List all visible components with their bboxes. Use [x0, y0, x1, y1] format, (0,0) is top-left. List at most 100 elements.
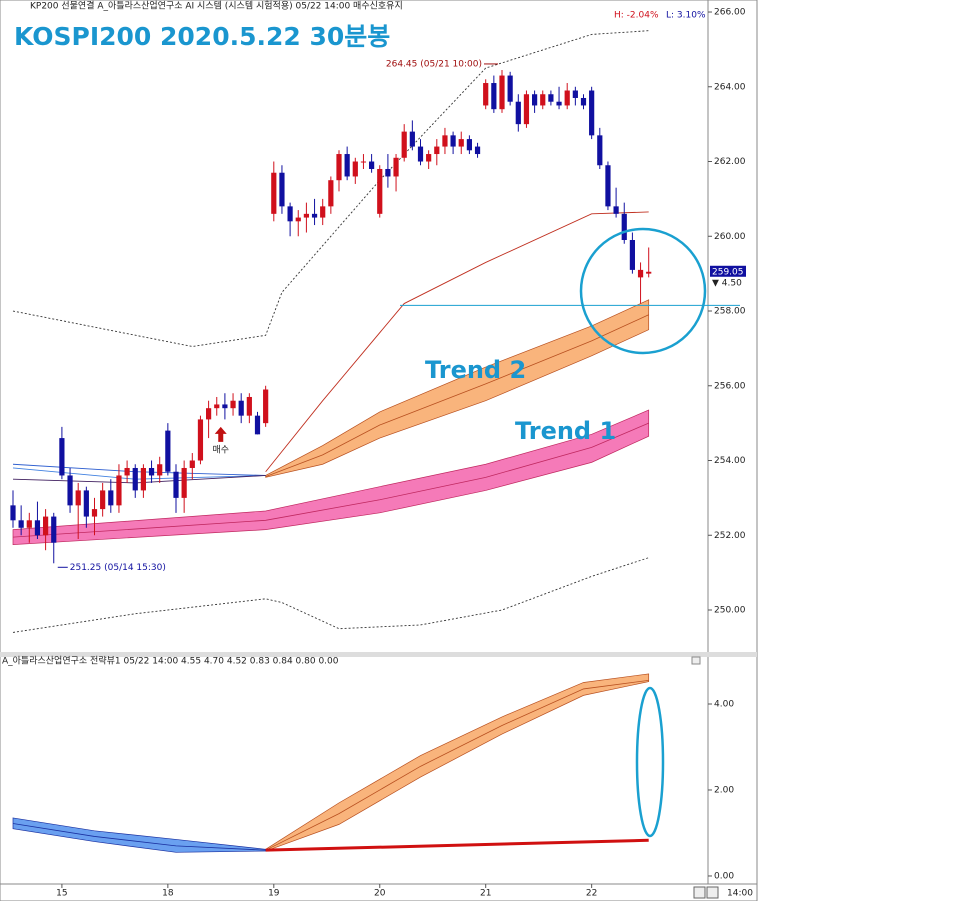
- candle-body: [238, 400, 244, 416]
- band-middle: [12, 422, 649, 538]
- candle-body: [629, 240, 635, 270]
- settings-button[interactable]: [706, 886, 719, 899]
- candle-body: [523, 94, 530, 125]
- candle-body: [311, 213, 318, 218]
- low-pct: L: 3.10%: [666, 11, 706, 21]
- candle-body: [507, 75, 513, 102]
- candle-body: [336, 154, 342, 181]
- y-tick-label: 260.00: [714, 232, 746, 242]
- candle-body: [254, 415, 261, 435]
- candle-body: [279, 172, 285, 207]
- y-tick-label: 258.00: [714, 307, 746, 317]
- candle-body: [10, 505, 16, 521]
- candle-body: [434, 146, 440, 155]
- y-tick-label: 2.00: [714, 785, 734, 795]
- candle-body: [621, 213, 627, 241]
- candle-body: [344, 154, 350, 177]
- line: [265, 838, 649, 852]
- candle-body: [532, 94, 538, 106]
- candle-body: [474, 146, 481, 155]
- candle-body: [43, 516, 49, 536]
- candle-body: [34, 520, 41, 536]
- y-tick-label: 256.00: [714, 381, 746, 391]
- x-tick-label: 20: [374, 889, 386, 899]
- candle-body: [548, 94, 554, 102]
- candle-body: [222, 404, 228, 409]
- highlight-ellipse: [635, 686, 665, 838]
- line: [265, 211, 649, 473]
- candle-body: [132, 467, 138, 491]
- candle-body: [369, 161, 375, 169]
- candle-body: [320, 206, 326, 218]
- candle-body: [426, 154, 432, 162]
- band-area: [12, 817, 266, 853]
- candle-body: [157, 464, 163, 476]
- candle-body: [417, 146, 424, 162]
- candle-body: [572, 90, 578, 98]
- candle-body: [605, 165, 611, 207]
- candle-body: [67, 475, 73, 506]
- candle-body: [385, 168, 391, 177]
- y-tick-label: 0.00: [714, 871, 734, 881]
- band-area: [12, 409, 650, 545]
- candle-body: [637, 269, 644, 278]
- candle-body: [214, 404, 220, 409]
- candle-body: [246, 396, 252, 416]
- price-change: ▼ 4.50: [712, 278, 742, 288]
- x-tick-label: 15: [56, 889, 67, 899]
- panel-button[interactable]: [691, 656, 701, 665]
- highlight-circle: [579, 227, 707, 355]
- y-tick-label: 250.00: [714, 606, 746, 616]
- candle-body: [165, 430, 171, 472]
- y-tick-label: 262.00: [714, 157, 746, 167]
- trend-label: Trend 2: [425, 356, 526, 384]
- zoom-button[interactable]: [693, 886, 706, 899]
- candle-body: [377, 168, 383, 214]
- candle-body: [458, 139, 464, 147]
- x-tick-label: 22: [586, 889, 597, 899]
- high-pct: H: -2.04%: [614, 11, 659, 21]
- candle-body: [26, 520, 32, 528]
- time-label: 14:00: [727, 889, 753, 899]
- candle-body: [589, 90, 595, 136]
- candle-body: [564, 90, 570, 106]
- candle-body: [263, 389, 269, 424]
- panel-separator: [0, 652, 757, 657]
- annotation: 251.25 (05/14 15:30): [70, 563, 166, 573]
- y-tick-label: 266.00: [714, 8, 746, 18]
- line: [12, 30, 649, 347]
- candle-body: [100, 490, 106, 510]
- band-area: [265, 299, 650, 478]
- band-area: [265, 673, 650, 852]
- candle-body: [442, 135, 448, 147]
- header: KP200 선물연결 A_아틀라스산업연구소 AI 시스템 (시스템 시험적용)…: [30, 0, 403, 12]
- candle-body: [197, 419, 204, 461]
- candle-body: [303, 213, 309, 218]
- candle-body: [360, 161, 367, 163]
- candle-body: [287, 206, 293, 222]
- candle-body: [401, 131, 407, 158]
- candle-body: [91, 509, 98, 517]
- chart-title: KOSPI200 2020.5.22 30분봉: [14, 22, 390, 51]
- indicator-header: A_아틀라스산업연구소 전략뷰1 05/22 14:00 4.55 4.70 4…: [2, 655, 339, 667]
- trend-label: Trend 1: [515, 417, 616, 445]
- candle-body: [124, 467, 130, 476]
- candle-body: [75, 490, 81, 506]
- candle-body: [51, 516, 57, 543]
- buy-label: 매수: [212, 444, 229, 455]
- buy-arrow: [214, 426, 227, 442]
- last-price: 259.05: [712, 267, 744, 277]
- candle-body: [116, 475, 122, 506]
- y-tick-label: 252.00: [714, 531, 746, 541]
- y-tick-label: 254.00: [714, 456, 746, 466]
- candle-body: [148, 467, 155, 476]
- x-tick-label: 19: [268, 889, 280, 899]
- band-middle: [12, 823, 266, 851]
- candle-body: [466, 139, 472, 151]
- candle-body: [295, 217, 301, 222]
- candle-body: [140, 467, 146, 491]
- candle-body: [59, 438, 65, 476]
- last-price-box: [710, 265, 746, 277]
- y-tick-label: 264.00: [714, 82, 746, 92]
